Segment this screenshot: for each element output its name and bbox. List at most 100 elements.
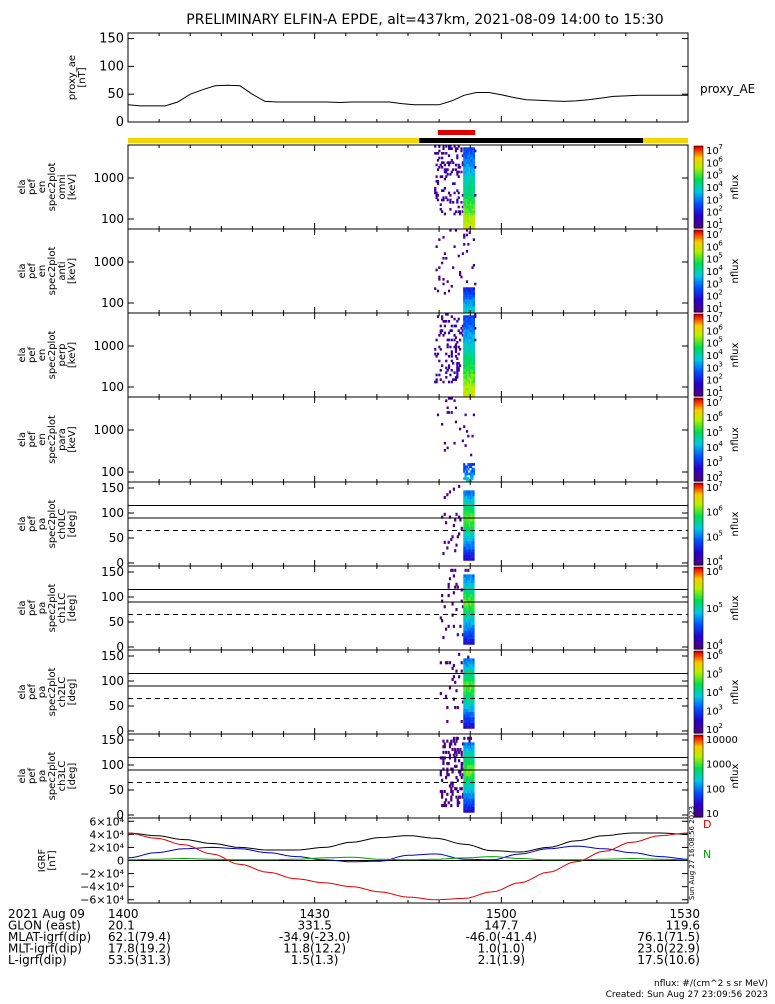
pitch-angle-cell: [467, 711, 470, 715]
spectrogram-cell: [443, 212, 447, 216]
spectrogram-cell: [450, 170, 453, 174]
pitch-angle-cell: [464, 627, 467, 631]
spectrogram-cell: [468, 166, 471, 169]
colorbar-cell: [694, 797, 703, 800]
spectrogram-cell: [470, 453, 473, 457]
spectrogram-cell: [452, 168, 455, 171]
pitch-angle-cell: [468, 630, 471, 634]
y-axis-label-line: spec2plot: [47, 163, 58, 212]
spectrogram-cell: [464, 366, 467, 370]
spectrogram-cell: [468, 355, 471, 358]
pitch-angle-cell: [472, 658, 475, 662]
pitch-angle-cell: [467, 552, 470, 556]
colorbar-tick-label: 10: [706, 314, 719, 325]
pitch-angle-cell: [467, 675, 470, 679]
spectrogram-cell: [471, 322, 474, 325]
spectrogram-cell: [470, 385, 473, 388]
y-tick-label: 150: [101, 649, 124, 663]
pitch-angle-cell: [469, 507, 472, 511]
pitch-angle-cell: [460, 599, 463, 603]
pitch-angle-cell: [463, 507, 466, 511]
pitch-angle-cell: [468, 804, 471, 808]
colorbar-cell: [694, 614, 703, 617]
spectrogram-cell: [464, 173, 467, 176]
pitch-angle-cell: [464, 490, 467, 494]
pitch-angle-cell: [471, 591, 474, 595]
pitch-angle-cell: [468, 792, 471, 796]
spectrogram-cell: [439, 163, 442, 167]
spectrogram-cell: [443, 177, 447, 181]
y-tick-label: 150: [99, 32, 124, 47]
spectrogram-cell: [467, 168, 470, 171]
spectrogram-cell: [463, 212, 466, 216]
pitch-angle-cell: [469, 697, 472, 701]
spectrogram-cell: [465, 173, 469, 176]
colorbar-cell: [694, 675, 703, 678]
spectrogram-cell: [467, 215, 470, 218]
spectrogram-cell: [471, 366, 474, 370]
pitch-angle-cell: [468, 700, 471, 704]
ephemeris-value: 20.1: [108, 919, 135, 933]
colorbar-tick-exponent: 6: [718, 648, 723, 656]
spectrogram-cell: [443, 292, 447, 295]
spectrogram-cell: [465, 222, 469, 225]
spectrogram-cell: [472, 182, 476, 185]
colorbar-cell: [694, 587, 703, 590]
colorbar-cell: [694, 322, 703, 325]
spectrogram-cell: [468, 334, 471, 337]
spectrogram-cell: [472, 350, 476, 353]
spectrogram-cell: [467, 212, 470, 216]
spectrogram-cell: [447, 411, 451, 414]
spectrogram-cell: [450, 380, 453, 384]
colorbar-cell: [694, 449, 703, 452]
spectrogram-cell: [465, 315, 469, 318]
pitch-angle-cell: [472, 599, 475, 603]
pitch-angle-cell: [469, 711, 472, 715]
y-tick-label: 50: [109, 783, 124, 797]
spectrogram-cell: [461, 205, 464, 209]
pitch-angle-cell: [468, 711, 471, 715]
colorbar-cell: [694, 705, 703, 708]
spectrogram-cell: [472, 149, 476, 153]
spectrogram-cell: [463, 320, 466, 323]
spectrogram-cell: [463, 215, 466, 218]
spectrogram-cell: [467, 170, 470, 174]
colorbar-cell: [694, 251, 703, 254]
spectrogram-cell: [471, 392, 474, 395]
spectrogram-cell: [464, 156, 467, 160]
ephemeris-value: 62.1(79.4): [108, 930, 171, 944]
colorbar-cell: [694, 743, 703, 746]
pitch-angle-cell: [446, 767, 449, 771]
spectrogram-cell: [465, 317, 469, 321]
spectrogram-cell: [470, 324, 473, 328]
pitch-angle-cell: [467, 496, 470, 500]
spectrogram-cell: [464, 474, 467, 478]
spectrogram-cell: [450, 324, 453, 328]
spectrogram-cell: [457, 366, 460, 370]
ephemeris-value: 1.0(1.0): [478, 942, 526, 956]
colorbar-cell: [694, 491, 703, 494]
pitch-angle-cell: [465, 714, 469, 718]
pitch-angle-cell: [467, 501, 470, 505]
pitch-angle-cell: [472, 540, 475, 544]
pitch-angle-cell: [458, 652, 461, 656]
spectrogram-cell: [441, 317, 444, 321]
pitch-angle-cell: [442, 745, 445, 749]
pitch-angle-cell: [465, 613, 469, 617]
spectrogram-cell: [454, 378, 458, 381]
pitch-angle-cell: [468, 770, 471, 774]
colorbar-cell: [694, 552, 703, 555]
spectrogram-cell: [464, 217, 467, 220]
pitch-angle-cell: [458, 532, 461, 536]
colorbar-cell: [694, 748, 703, 751]
colorbar-cell: [694, 406, 703, 409]
y-axis-label-line: omni: [57, 175, 68, 200]
spectrogram-cell: [467, 338, 470, 342]
pitch-angle-cell: [469, 787, 472, 791]
colorbar-cell: [694, 573, 703, 576]
colorbar-cell: [694, 365, 703, 368]
spectrogram-cell: [464, 168, 467, 171]
spectrogram-cell: [472, 168, 476, 171]
colorbar-cell: [694, 780, 703, 783]
pitch-angle-cell: [443, 801, 446, 805]
